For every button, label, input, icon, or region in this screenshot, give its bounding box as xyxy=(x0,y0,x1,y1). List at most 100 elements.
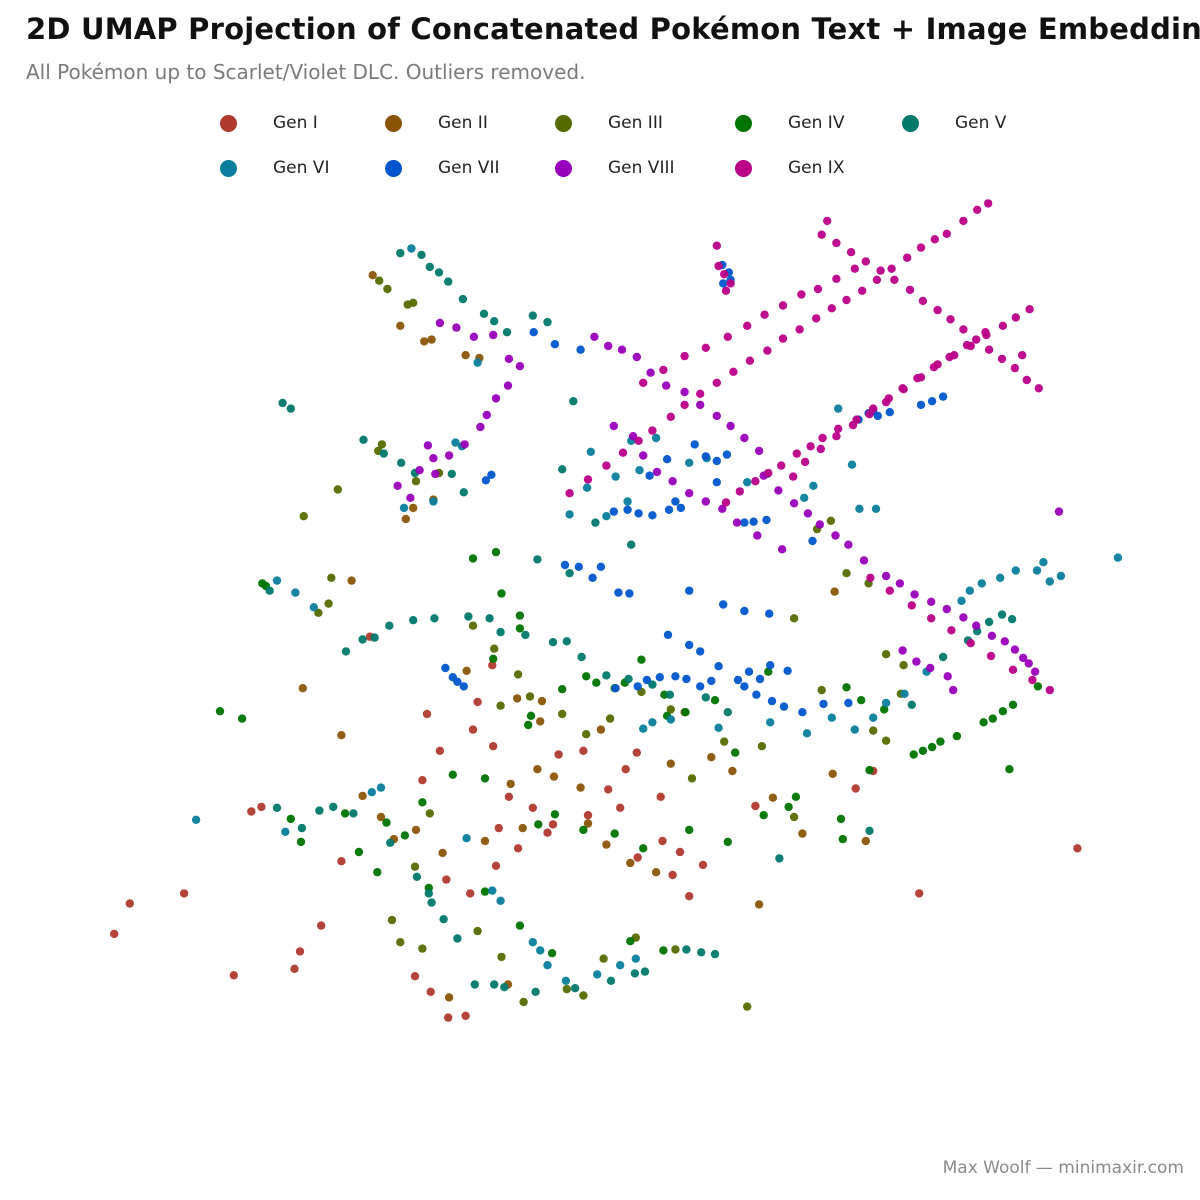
chart-title: 2D UMAP Projection of Concatenated Pokém… xyxy=(26,12,1200,46)
data-point xyxy=(918,746,928,755)
data-point xyxy=(668,477,677,486)
data-point xyxy=(885,586,894,595)
data-point xyxy=(927,614,936,623)
data-point xyxy=(998,707,1008,716)
data-point xyxy=(1011,313,1020,322)
data-point xyxy=(927,742,937,752)
data-point xyxy=(827,304,836,313)
data-point xyxy=(696,682,705,691)
data-point xyxy=(373,868,382,877)
data-point xyxy=(459,682,468,691)
data-point xyxy=(766,718,775,727)
legend-item: Gen III xyxy=(555,108,663,138)
data-point xyxy=(531,987,540,996)
data-point xyxy=(473,358,482,367)
data-point xyxy=(648,680,657,689)
data-point xyxy=(1000,637,1009,646)
data-point xyxy=(977,579,986,588)
data-point xyxy=(561,976,571,985)
data-point xyxy=(986,651,996,661)
data-point xyxy=(663,630,673,640)
data-point xyxy=(396,248,405,258)
data-point xyxy=(831,531,840,540)
data-point xyxy=(401,514,410,524)
data-point xyxy=(297,823,307,833)
data-point xyxy=(762,515,771,525)
data-point xyxy=(247,807,256,816)
data-point xyxy=(611,472,620,481)
data-point xyxy=(396,321,405,330)
data-point xyxy=(850,725,859,734)
data-point xyxy=(324,599,333,608)
data-point xyxy=(503,381,513,390)
data-point xyxy=(610,829,619,838)
data-point xyxy=(623,505,632,514)
data-point xyxy=(907,700,916,709)
data-point xyxy=(470,980,479,989)
data-point xyxy=(513,670,523,679)
data-point xyxy=(487,470,496,479)
data-point xyxy=(898,646,907,655)
data-point xyxy=(340,809,350,818)
data-point xyxy=(429,497,438,506)
data-point xyxy=(602,840,611,849)
legend-key xyxy=(902,114,919,132)
data-point xyxy=(562,637,571,646)
series-gen-ii xyxy=(298,271,870,1002)
data-point xyxy=(576,345,585,354)
data-point xyxy=(110,929,119,939)
data-point xyxy=(602,671,611,680)
data-point xyxy=(237,714,247,723)
data-point xyxy=(838,834,847,844)
data-point xyxy=(865,765,874,775)
data-point xyxy=(605,714,615,723)
data-point xyxy=(666,412,675,421)
data-point xyxy=(411,825,421,835)
data-point xyxy=(592,678,601,687)
data-point xyxy=(850,264,859,273)
data-point xyxy=(832,238,841,248)
data-point xyxy=(745,356,755,365)
data-point xyxy=(659,946,668,955)
data-point xyxy=(452,323,461,332)
data-point xyxy=(370,633,379,642)
data-point xyxy=(543,828,552,837)
data-point xyxy=(337,731,346,740)
data-point xyxy=(521,630,530,640)
data-point xyxy=(832,274,841,283)
data-point xyxy=(984,199,993,208)
legend-key xyxy=(735,114,752,132)
data-point xyxy=(979,718,988,727)
data-point xyxy=(696,400,705,410)
data-point xyxy=(783,666,792,675)
data-point xyxy=(966,639,975,648)
data-point xyxy=(565,569,574,578)
data-point xyxy=(558,709,567,719)
data-point xyxy=(848,420,858,430)
data-point xyxy=(438,848,447,858)
data-point xyxy=(751,801,760,811)
data-point xyxy=(583,475,593,484)
data-point xyxy=(504,354,514,364)
data-point xyxy=(424,889,433,898)
data-point xyxy=(789,812,799,822)
data-point xyxy=(943,672,952,681)
data-point xyxy=(611,684,620,693)
data-point xyxy=(952,731,962,741)
data-point xyxy=(671,945,680,954)
data-point xyxy=(272,576,282,585)
data-point xyxy=(333,485,342,494)
data-point xyxy=(723,332,732,341)
data-point xyxy=(800,457,810,467)
data-point xyxy=(466,889,475,898)
data-point xyxy=(712,241,721,250)
data-point xyxy=(909,750,918,759)
series-gen-viii xyxy=(393,318,1064,695)
data-point xyxy=(337,857,346,866)
data-point xyxy=(855,504,864,513)
legend-item: Gen VI xyxy=(220,153,329,183)
data-point xyxy=(458,294,468,304)
data-point xyxy=(795,325,804,334)
data-point xyxy=(1034,384,1044,393)
data-point xyxy=(791,792,801,801)
